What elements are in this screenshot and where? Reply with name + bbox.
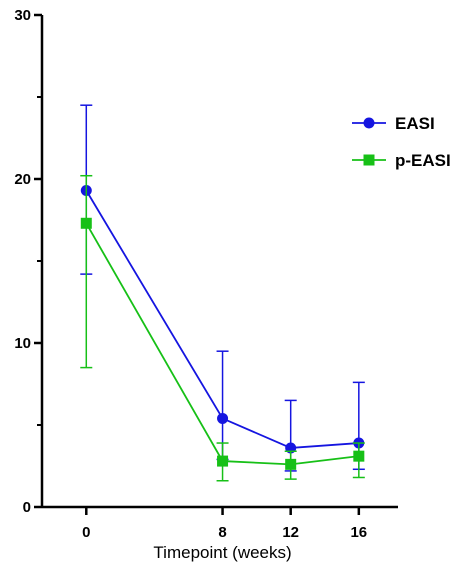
x-axis-title: Timepoint (weeks) xyxy=(153,543,291,562)
legend-marker xyxy=(363,117,375,129)
legend-item: EASI xyxy=(352,114,435,133)
legend-marker xyxy=(363,154,375,166)
legend-label: p-EASI xyxy=(395,151,451,170)
legend: EASI p-EASI xyxy=(352,114,451,170)
x-tick-label: 8 xyxy=(218,524,226,541)
axes xyxy=(40,15,398,509)
x-tick-label: 12 xyxy=(282,524,299,541)
legend-item: p-EASI xyxy=(352,151,451,170)
data-point xyxy=(285,458,297,470)
y-tick-label: 0 xyxy=(23,499,31,516)
data-point xyxy=(80,217,92,229)
x-tick-label: 0 xyxy=(82,524,90,541)
y-tick-label: 30 xyxy=(14,7,31,24)
x-tick-label: 16 xyxy=(350,524,367,541)
series-line xyxy=(85,190,359,449)
series-layer xyxy=(80,104,365,482)
y-tick-label: 20 xyxy=(14,171,31,188)
series-line xyxy=(85,222,359,466)
data-point xyxy=(217,455,229,467)
series-p-easi xyxy=(80,174,365,482)
y-tick-label: 10 xyxy=(14,335,31,352)
error-bar xyxy=(80,174,93,369)
legend-label: EASI xyxy=(395,114,435,133)
y-ticks: 0 10 20 30 xyxy=(14,7,42,516)
x-ticks: 0 8 12 16 xyxy=(82,507,367,541)
data-point xyxy=(353,450,365,462)
data-point xyxy=(217,412,229,424)
